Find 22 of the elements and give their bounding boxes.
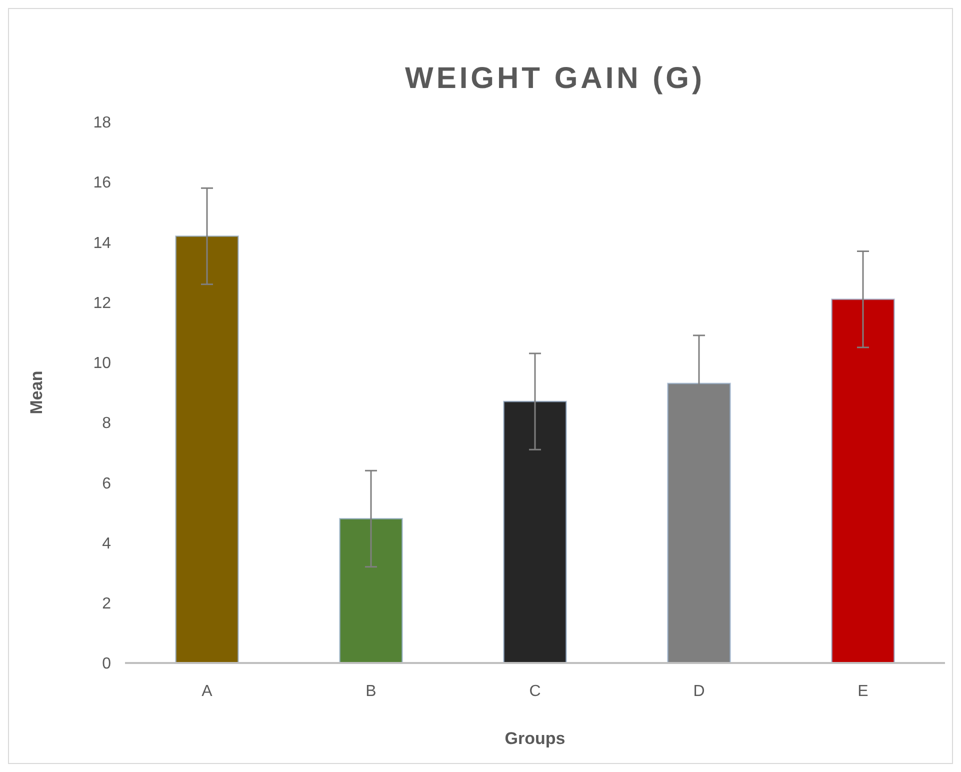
x-tick-label: C [529,683,541,700]
y-tick-label: 16 [93,174,112,192]
x-tick-label: E [858,683,868,700]
chart-title: WEIGHT GAIN (G) [405,62,705,95]
y-tick-label: 4 [102,535,112,552]
y-tick-label: 18 [93,114,112,132]
y-tick-label: 2 [102,595,112,612]
bar [831,298,895,664]
x-tick-label: D [693,683,705,700]
x-tick-label: A [202,683,213,700]
bar [503,400,567,664]
bar [175,235,239,664]
bar [339,518,403,664]
y-axis-title: Mean [27,370,46,414]
y-tick-label: 12 [93,294,112,312]
x-axis-title: Groups [504,729,566,748]
y-tick-label: 0 [102,656,112,673]
y-tick-label: 14 [93,234,112,252]
x-tick-label: B [366,683,376,700]
y-tick-label: 6 [102,475,112,492]
y-tick-label: 10 [93,355,112,372]
y-tick-label: 8 [102,415,112,432]
